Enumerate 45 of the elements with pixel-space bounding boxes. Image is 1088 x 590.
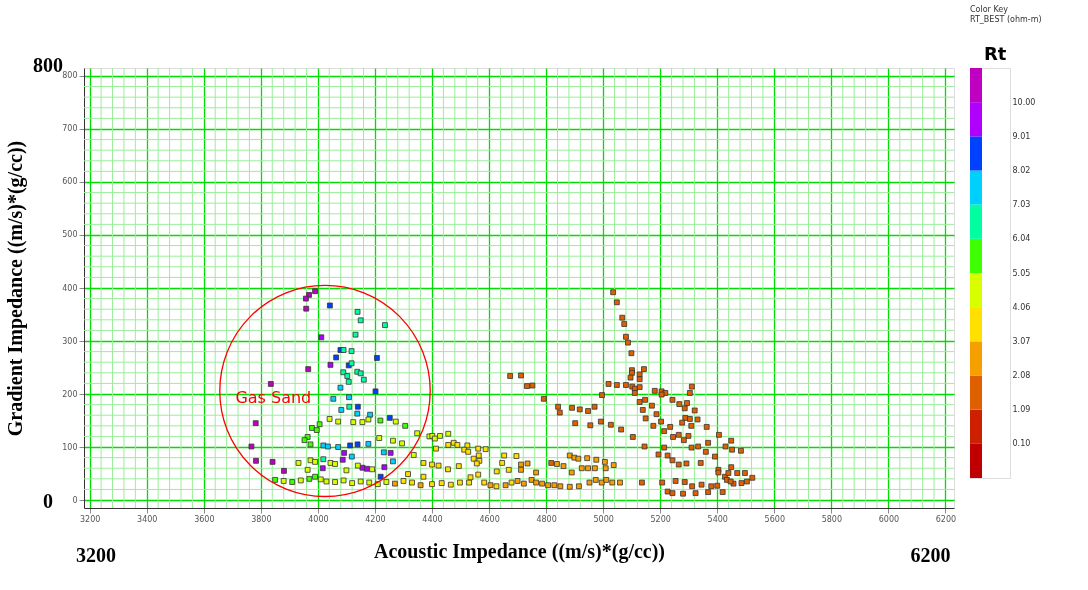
color-bar-label: 4.06 <box>1012 302 1031 312</box>
x-tick-label: 5000 <box>593 514 614 524</box>
y-tick-label: 600 <box>62 177 78 187</box>
color-bar-label: 8.02 <box>1012 166 1031 175</box>
y-tick-label: 400 <box>62 283 78 293</box>
color-bar-label: 7.03 <box>1012 200 1031 210</box>
x-tick-label: 3400 <box>137 514 158 524</box>
x-tick-label: 5800 <box>821 514 843 524</box>
color-bar-label: 6.04 <box>1012 234 1031 244</box>
y-tick-label: 200 <box>62 389 78 399</box>
color-bar-label: 3.07 <box>1012 336 1031 346</box>
x-tick-label: 4800 <box>536 514 557 524</box>
y-tick-label: 300 <box>62 336 78 346</box>
text: 6200 <box>910 544 951 566</box>
x-tick-label: 4000 <box>308 514 329 524</box>
x-tick-label: 4200 <box>365 514 386 524</box>
color-bar-label: 0.10 <box>1012 439 1031 449</box>
y-axis-title: Gradient Impedance ((m/s)*(g/cc)) <box>4 140 28 437</box>
x-tick-label: 5400 <box>707 514 728 524</box>
color-bar-label: 2.08 <box>1012 371 1031 380</box>
y-tick-label: 700 <box>62 124 78 134</box>
y-tick-label: 500 <box>62 230 78 240</box>
x-tick-label: 6000 <box>878 514 900 524</box>
y-tick-label: 100 <box>62 442 78 452</box>
x-tick-label: 3800 <box>251 514 272 524</box>
color-bar-label: 5.05 <box>1012 268 1031 278</box>
color-bar-label: 10.00 <box>1012 97 1036 107</box>
legend-title: Color Key <box>970 5 1009 14</box>
x-tick-label: 5600 <box>764 514 785 524</box>
x-tick-label: 3200 <box>80 514 101 524</box>
color-bar-label: 1.09 <box>1012 405 1031 415</box>
text: Rt <box>984 43 1007 64</box>
y-tick-label: 800 <box>62 71 78 81</box>
text: 0 <box>43 490 53 512</box>
x-tick-label: 4400 <box>422 514 443 524</box>
text: 3200 <box>76 544 116 566</box>
x-axis-title: Acoustic Impedance ((m/s)*(g/cc)) <box>373 539 666 563</box>
color-bar-label: 9.01 <box>1012 131 1031 141</box>
y-tick-label: 0 <box>72 495 78 505</box>
x-tick-label: 5200 <box>650 514 671 524</box>
x-tick-label: 6200 <box>935 514 957 524</box>
x-tick-label: 3600 <box>194 514 215 524</box>
text: 800 <box>33 54 63 76</box>
x-tick-label: 4600 <box>479 514 500 524</box>
color-bar-title: RT_BEST (ohm-m) <box>970 15 1042 24</box>
